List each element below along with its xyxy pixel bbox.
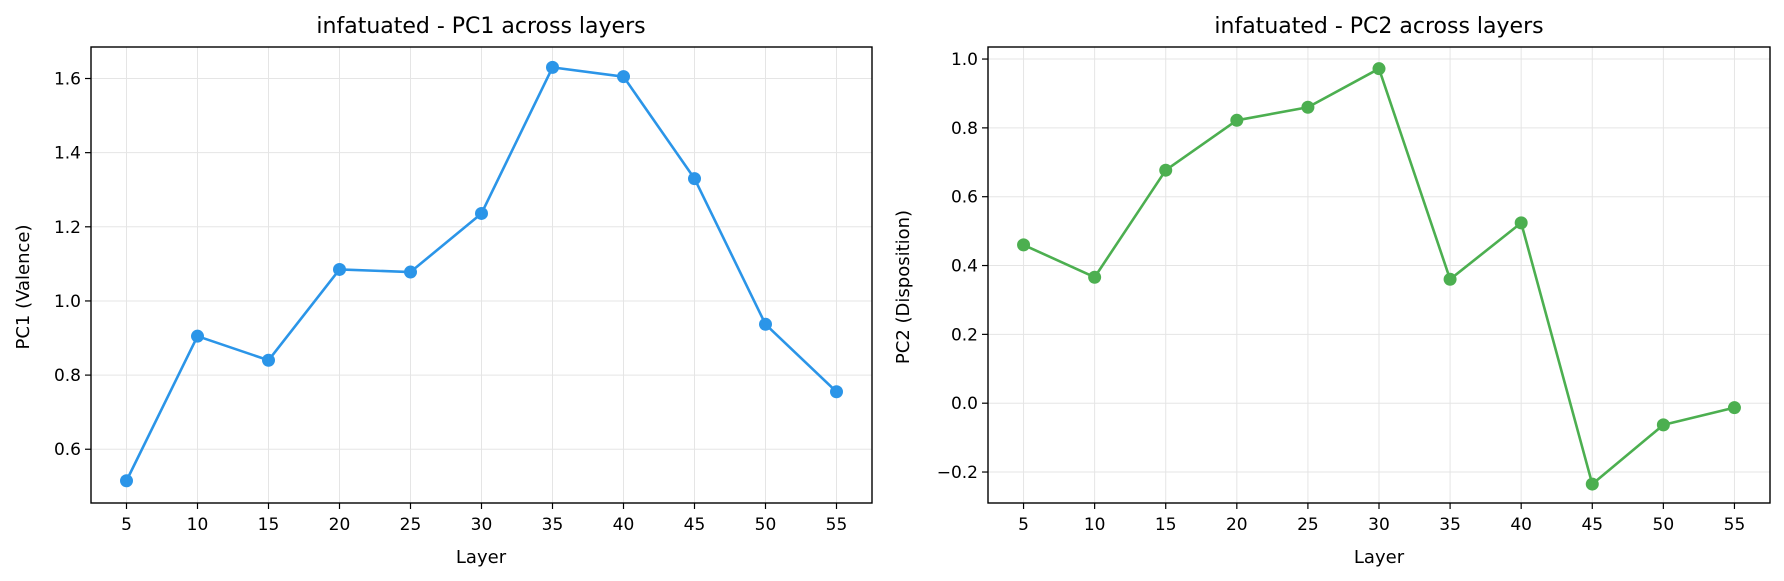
x-tick-label: 30 [471, 515, 493, 535]
data-point [688, 172, 701, 186]
data-point [120, 474, 133, 488]
x-tick-label: 5 [121, 515, 132, 535]
x-tick-label: 25 [400, 515, 422, 535]
y-tick-label: 0.4 [951, 257, 978, 277]
x-tick-label: 40 [613, 515, 635, 535]
data-point [759, 317, 772, 331]
x-tick-label: 55 [826, 515, 848, 535]
x-tick-label: 20 [1226, 515, 1248, 535]
data-point [830, 385, 843, 399]
y-tick-label: 0.0 [951, 394, 978, 414]
y-axis-label: PC2 (Disposition) [893, 210, 914, 364]
y-axis-label: PC1 (Valence) [13, 224, 34, 349]
x-tick-label: 10 [1084, 515, 1106, 535]
data-point [404, 265, 417, 279]
data-point [617, 70, 630, 84]
chart-pc1: infatuated - PC1 across layers Layer PC1… [13, 14, 873, 568]
x-tick-label: 50 [1653, 515, 1675, 535]
x-tick-label: 30 [1368, 515, 1390, 535]
x-tick-label: 10 [187, 515, 209, 535]
x-tick-label: 55 [1724, 515, 1746, 535]
x-tick-label: 25 [1297, 515, 1319, 535]
y-tick-label: 1.0 [951, 50, 978, 70]
x-tick-label: 15 [1155, 515, 1177, 535]
x-tick-label: 5 [1018, 515, 1029, 535]
data-point [1443, 272, 1457, 286]
data-point [1230, 113, 1244, 127]
x-tick-label: 35 [542, 515, 564, 535]
data-point [1017, 238, 1031, 252]
y-tick-label: 0.8 [54, 366, 81, 386]
data-point [1585, 477, 1599, 491]
x-tick-label: 40 [1510, 515, 1532, 535]
grid [91, 47, 872, 503]
y-tick-label: 1.2 [54, 218, 81, 238]
y-tick-label: 0.6 [951, 188, 978, 208]
x-tick-label: 20 [329, 515, 351, 535]
chart-pc2: infatuated - PC2 across layers Layer PC2… [893, 14, 1771, 568]
data-point [262, 353, 275, 367]
x-axis-label: Layer [1354, 547, 1405, 568]
x-tick-label: 50 [755, 515, 777, 535]
y-tick-label: 1.6 [54, 70, 81, 90]
data-point [1727, 401, 1741, 415]
data-point [191, 329, 204, 343]
y-tick-label: 1.4 [54, 144, 81, 164]
data-point [1088, 270, 1102, 284]
y-tick-label: 0.8 [951, 119, 978, 139]
data-point [546, 60, 559, 74]
y-tick-label: 1.0 [54, 292, 81, 312]
chart-title: infatuated - PC2 across layers [1214, 14, 1543, 39]
x-tick-label: 45 [684, 515, 706, 535]
data-point [1159, 163, 1173, 177]
y-tick-label: 0.6 [54, 440, 81, 460]
data-point [1372, 62, 1386, 76]
y-tick-label: −0.2 [937, 463, 978, 483]
data-point [333, 262, 346, 276]
data-point [1301, 100, 1315, 114]
x-tick-label: 15 [258, 515, 280, 535]
chart-title: infatuated - PC1 across layers [316, 14, 645, 39]
x-tick-label: 45 [1581, 515, 1603, 535]
data-point [1514, 216, 1528, 230]
data-point [475, 206, 488, 220]
data-point [1656, 418, 1670, 432]
y-tick-label: 0.2 [951, 325, 978, 345]
x-tick-label: 35 [1439, 515, 1461, 535]
x-axis-label: Layer [456, 547, 507, 568]
